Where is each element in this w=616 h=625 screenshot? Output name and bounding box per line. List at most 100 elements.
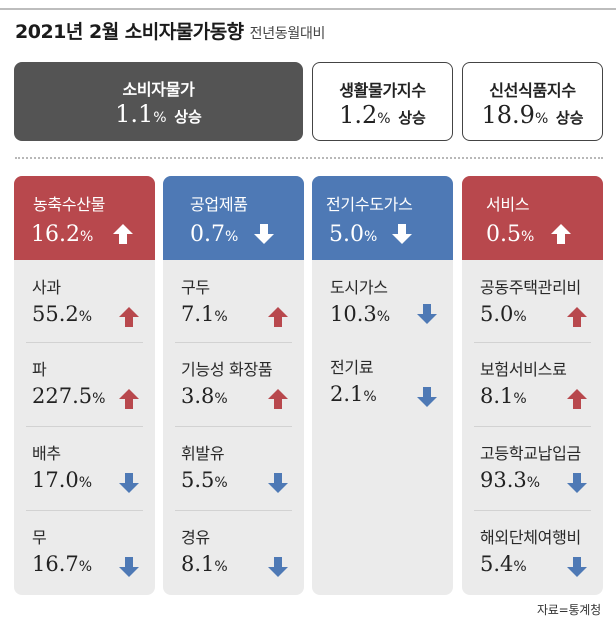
summary-direction: 상승	[555, 109, 584, 127]
arrow-up-icon	[113, 224, 133, 244]
arrow-up-icon	[268, 389, 288, 409]
item-value: 7.1	[181, 302, 215, 326]
item-value-line: 5.0%	[480, 302, 527, 326]
category-value-line: 0.7%	[190, 222, 238, 247]
list-item: 경유 8.1%	[163, 510, 304, 590]
arrow-down-icon	[119, 557, 139, 577]
arrow-down-icon	[567, 557, 587, 577]
item-value-line: 55.2%	[32, 302, 92, 326]
item-value: 5.0	[480, 302, 514, 326]
item-unit: %	[214, 391, 228, 407]
category-unit: %	[79, 229, 94, 245]
item-label: 기능성 화장품	[181, 360, 273, 379]
category-panel-industrial: 공업제품 0.7% 구두 7.1% 기능성 화장품 3.8% 휘발유 5.5% …	[163, 176, 304, 595]
item-value: 10.3	[330, 302, 377, 326]
subtitle: 전년동월대비	[249, 26, 326, 42]
item-unit: %	[78, 475, 93, 491]
category-unit: %	[225, 229, 239, 245]
item-value: 93.3	[480, 468, 527, 492]
arrow-down-icon	[268, 557, 288, 577]
page-title: 2021년 2월 소비자물가동향 전년동월대비	[15, 17, 325, 44]
item-unit: %	[513, 309, 527, 325]
summary-box-cpi: 소비자물가 1.1% 상승	[14, 62, 303, 141]
item-label: 사과	[32, 278, 61, 297]
list-item: 도시가스 10.3%	[312, 260, 453, 340]
category-header: 전기수도가스 5.0%	[312, 176, 453, 260]
category-header: 서비스 0.5%	[462, 176, 603, 260]
list-item: 사과 55.2%	[14, 260, 155, 340]
category-header: 공업제품 0.7%	[163, 176, 304, 260]
item-value-line: 3.8%	[181, 384, 228, 408]
item-label: 경유	[181, 528, 210, 547]
category-label: 공업제품	[190, 195, 248, 214]
divider	[26, 342, 143, 343]
arrow-up-icon	[119, 307, 139, 327]
divider	[474, 510, 591, 511]
divider	[474, 426, 591, 427]
category-value-line: 16.2%	[31, 222, 93, 247]
item-value: 16.7	[32, 552, 79, 576]
item-unit: %	[78, 559, 93, 575]
divider	[175, 342, 292, 343]
summary-value-line: 18.9% 상승	[463, 101, 602, 129]
item-value: 8.1	[181, 552, 215, 576]
item-value: 17.0	[32, 468, 79, 492]
item-value-line: 7.1%	[181, 302, 228, 326]
item-unit: %	[214, 475, 228, 491]
category-unit: %	[521, 229, 535, 245]
item-unit: %	[513, 559, 527, 575]
item-value: 227.5	[32, 384, 93, 408]
summary-unit: %	[153, 110, 167, 126]
category-header: 농축수산물 16.2%	[14, 176, 155, 260]
item-unit: %	[78, 309, 93, 325]
item-value-line: 8.1%	[181, 552, 228, 576]
arrow-down-icon	[254, 224, 274, 244]
item-label: 구두	[181, 278, 210, 297]
item-label: 무	[32, 528, 47, 547]
item-label: 전기료	[330, 358, 374, 377]
item-value-line: 8.1%	[480, 384, 527, 408]
category-label: 농축수산물	[33, 195, 106, 214]
source-note: 자료=통계청	[536, 603, 601, 617]
list-item: 해외단체여행비 5.4%	[462, 510, 603, 590]
category-value: 0.7	[190, 222, 225, 247]
summary-unit: %	[377, 111, 391, 127]
summary-label: 소비자물가	[122, 80, 195, 99]
summary-value: 1.2	[339, 101, 378, 129]
category-unit: %	[364, 229, 378, 245]
summary-box-living: 생활물가지수 1.2% 상승	[312, 62, 453, 141]
arrow-down-icon	[417, 304, 437, 324]
item-value-line: 93.3%	[480, 468, 540, 492]
item-value-line: 10.3%	[330, 302, 390, 326]
item-unit: %	[513, 391, 527, 407]
item-unit: %	[376, 309, 391, 325]
category-panel-services: 서비스 0.5% 공동주택관리비 5.0% 보험서비스료 8.1% 고등학교납입…	[462, 176, 603, 595]
divider	[26, 426, 143, 427]
item-value: 5.5	[181, 468, 215, 492]
item-label: 휘발유	[181, 444, 225, 463]
category-value-line: 5.0%	[329, 222, 377, 247]
list-item: 전기료 2.1%	[312, 340, 453, 420]
arrow-up-icon	[567, 389, 587, 409]
divider	[474, 342, 591, 343]
item-value: 55.2	[32, 302, 79, 326]
category-panel-agri: 농축수산물 16.2% 사과 55.2% 파 227.5% 배추 17.0% 무…	[14, 176, 155, 595]
list-item: 보험서비스료 8.1%	[462, 342, 603, 422]
list-item: 휘발유 5.5%	[163, 426, 304, 506]
list-item: 기능성 화장품 3.8%	[163, 342, 304, 422]
category-value: 0.5	[486, 222, 521, 247]
category-label: 서비스	[486, 195, 530, 214]
summary-label: 생활물가지수	[339, 81, 426, 100]
summary-label: 신선식품지수	[489, 81, 576, 100]
list-item: 구두 7.1%	[163, 260, 304, 340]
dotted-divider	[15, 157, 603, 159]
item-unit: %	[526, 475, 541, 491]
summary-value-line: 1.1% 상승	[14, 100, 303, 128]
category-value-line: 0.5%	[486, 222, 534, 247]
item-value: 5.4	[480, 552, 514, 576]
item-value-line: 17.0%	[32, 468, 92, 492]
item-value-line: 2.1%	[330, 382, 377, 406]
arrow-up-icon	[567, 307, 587, 327]
item-label: 보험서비스료	[480, 360, 567, 379]
summary-value: 1.1	[115, 100, 154, 128]
